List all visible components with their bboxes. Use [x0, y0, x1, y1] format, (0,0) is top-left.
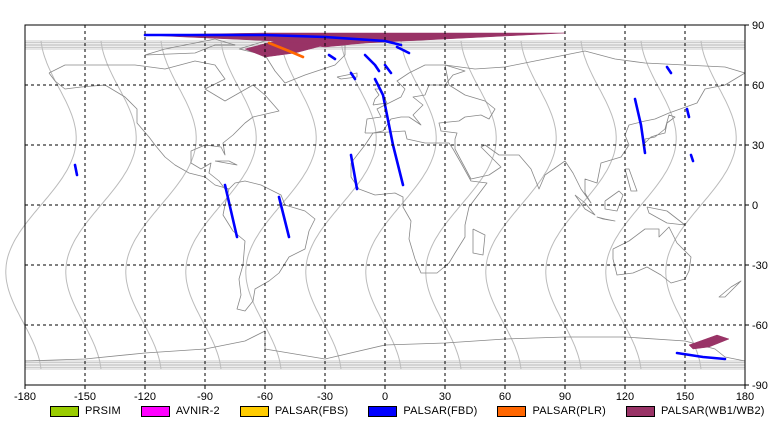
coastline [596, 216, 616, 222]
acquisition-strip [223, 183, 239, 239]
acquisition-strip [267, 41, 305, 59]
acquisition-strip [277, 195, 291, 239]
legend-label: PALSAR(PLR) [532, 405, 606, 417]
coastline [214, 160, 238, 166]
legend-item-palsar-fbd: PALSAR(FBD) [368, 405, 477, 417]
legend-label: AVNIR-2 [175, 405, 220, 417]
legend-item-palsar-fbs: PALSAR(FBS) [239, 405, 349, 417]
x-axis-ticks: -180 -150 -120 -90 -60 -30 0 30 60 90 120 150 180 [14, 385, 754, 403]
coastline [604, 190, 624, 212]
orbit-track [665, 40, 737, 370]
acquisition-strip [349, 153, 359, 191]
acquisition-strip [689, 153, 695, 163]
x-tick-label: 60 [499, 391, 511, 403]
orbit-track [5, 40, 77, 370]
coastline [646, 206, 686, 226]
coastline [718, 280, 742, 298]
acquisition-strip [633, 97, 647, 155]
coastline [574, 194, 596, 216]
y-tick-label: 30 [752, 140, 764, 152]
x-tick-label: -30 [317, 391, 333, 403]
x-tick-label: -60 [257, 391, 273, 403]
orbit-track [545, 40, 617, 370]
legend-label: PALSAR(FBD) [403, 405, 478, 417]
x-tick-label: -120 [134, 391, 156, 403]
legend-swatch [368, 405, 398, 417]
graticule [25, 25, 745, 385]
acquisition-strip [73, 163, 79, 177]
y-tick-label: -30 [752, 260, 768, 272]
orbit-track [485, 40, 557, 370]
y-axis-ticks: 90 60 30 0 -30 -60 -90 [745, 20, 768, 392]
acquisition-strip [363, 53, 381, 73]
legend-label: PRSIM [85, 405, 121, 417]
acquisition-strip [383, 63, 393, 75]
coastline [472, 228, 486, 256]
coastline [372, 88, 388, 106]
legend-item-prsim: PRSIM [50, 405, 121, 417]
coastline [624, 168, 638, 192]
acquisition-strip [665, 65, 673, 75]
legend-label: PALSAR(FBS) [274, 405, 349, 417]
x-tick-label: 180 [736, 391, 754, 403]
x-tick-label: -90 [197, 391, 213, 403]
legend-swatch [626, 405, 655, 417]
coastline [644, 114, 676, 144]
coastline [364, 64, 466, 134]
orbit-track [305, 40, 377, 370]
orbit-track [425, 40, 497, 370]
y-tick-label: 90 [752, 20, 764, 32]
acquisition-strip [675, 351, 727, 361]
y-tick-label: 0 [752, 200, 758, 212]
x-tick-label: -180 [14, 391, 36, 403]
coastline [612, 226, 692, 284]
coastline [144, 38, 236, 56]
legend: PRSIM AVNIR-2 PALSAR(FBS) PALSAR(FBD) PA… [50, 403, 770, 419]
legend-item-avnir2: AVNIR-2 [140, 405, 220, 417]
y-tick-label: -90 [752, 380, 768, 392]
acquisition-strip [349, 71, 357, 81]
coastline [350, 130, 488, 274]
legend-item-palsar-wb: PALSAR(WB1/WB2) [626, 405, 765, 417]
y-tick-label: -60 [752, 320, 768, 332]
acquisition-strip [685, 107, 691, 119]
y-tick-label: 60 [752, 80, 764, 92]
coastline [222, 180, 316, 312]
legend-swatch [140, 405, 170, 417]
coastline [438, 50, 746, 204]
x-tick-label: 0 [382, 391, 388, 403]
coastline [48, 60, 280, 190]
x-tick-label: -150 [74, 391, 96, 403]
orbit-track [125, 40, 197, 370]
legend-swatch [50, 405, 79, 417]
x-tick-label: 150 [676, 391, 694, 403]
legend-swatch [239, 405, 269, 417]
x-tick-label: 120 [616, 391, 634, 403]
orbit-track [185, 40, 257, 370]
orbit-track [605, 40, 677, 370]
legend-item-palsar-plr: PALSAR(PLR) [497, 405, 606, 417]
orbit-track [365, 40, 437, 370]
x-tick-label: 90 [559, 391, 571, 403]
acquisition-strip [373, 77, 405, 187]
x-tick-label: 30 [439, 391, 451, 403]
acquisition-strip [395, 45, 411, 55]
acquisition-strip [327, 53, 337, 61]
orbit-track [65, 40, 137, 370]
legend-swatch [497, 405, 527, 417]
wb-region [688, 334, 730, 350]
legend-label: PALSAR(WB1/WB2) [661, 405, 765, 417]
